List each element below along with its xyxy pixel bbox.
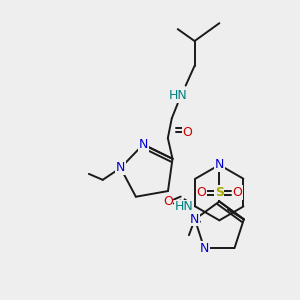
Text: O: O [163,195,173,208]
Text: N: N [139,138,148,151]
Text: N: N [116,161,125,174]
Text: N: N [215,158,224,171]
Text: O: O [196,186,206,199]
Text: N: N [200,242,209,255]
Text: HN: HN [168,89,187,102]
Text: S: S [215,186,224,199]
Text: N: N [190,213,200,226]
Text: O: O [183,126,193,139]
Text: HN: HN [175,200,193,213]
Text: O: O [232,186,242,199]
